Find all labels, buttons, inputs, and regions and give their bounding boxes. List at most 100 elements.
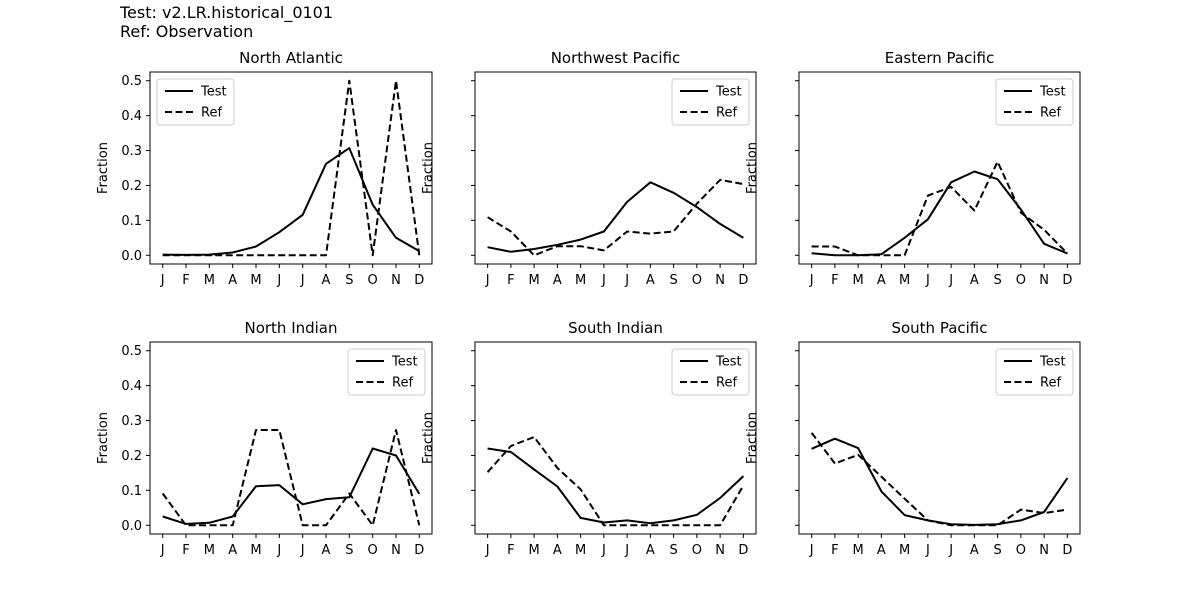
x-tick-label: J — [948, 543, 953, 558]
x-tick-label: A — [322, 273, 331, 288]
x-tick-label: O — [1016, 543, 1026, 558]
plot-frame — [798, 341, 1081, 535]
header-test-label: Test: v2.LR.historical_0101 — [120, 3, 334, 22]
legend: Test Ref — [347, 348, 426, 396]
legend: Test Ref — [671, 348, 750, 396]
x-tick-label: J — [624, 543, 629, 558]
legend-label-test: Test — [1039, 85, 1066, 100]
x-tick-label: D — [738, 273, 748, 288]
x-tick-label: J — [601, 273, 606, 288]
legend-label-test: Test — [715, 355, 742, 370]
x-tick-label: N — [391, 543, 401, 558]
y-tick-label: 0.3 — [121, 144, 142, 159]
x-tick-label: D — [738, 543, 748, 558]
legend: Test Ref — [995, 348, 1074, 396]
x-tick-label: A — [553, 543, 562, 558]
x-tick-label: J — [160, 273, 165, 288]
y-axis-label: Fraction — [96, 412, 111, 464]
x-tick-label: S — [669, 273, 677, 288]
y-tick-label: 0.0 — [121, 249, 142, 264]
x-tick-label: J — [624, 273, 629, 288]
x-tick-label: D — [1062, 543, 1072, 558]
x-tick-label: S — [345, 543, 353, 558]
series-line-ref — [810, 432, 1068, 527]
x-tick-label: J — [948, 273, 953, 288]
x-tick-label: M — [529, 273, 540, 288]
x-tick-label: J — [300, 543, 305, 558]
x-tick-label: N — [391, 273, 401, 288]
x-tick-label: M — [575, 543, 586, 558]
y-tick-label: 0.5 — [121, 74, 142, 89]
legend: Test Ref — [156, 78, 235, 126]
x-tick-label: M — [899, 543, 910, 558]
x-tick-label: A — [970, 273, 979, 288]
x-tick-label: F — [507, 543, 514, 558]
y-tick-label: 0.1 — [121, 214, 142, 229]
x-tick-label: N — [1039, 273, 1049, 288]
series-line-test — [487, 181, 744, 253]
x-tick-label: O — [1016, 273, 1026, 288]
y-tick-label: 0.0 — [121, 519, 142, 534]
plot-frame — [474, 71, 757, 265]
legend-label-ref: Ref — [201, 106, 222, 121]
x-tick-label: F — [831, 543, 838, 558]
x-tick-label: O — [368, 543, 378, 558]
panel-title: Eastern Pacific — [885, 49, 994, 67]
y-axis-label: Fraction — [745, 412, 760, 464]
y-tick-label: 0.1 — [121, 484, 142, 499]
x-tick-label: S — [669, 543, 677, 558]
series-line-test — [162, 447, 421, 525]
x-tick-label: F — [831, 273, 838, 288]
y-tick-label: 0.4 — [121, 109, 142, 124]
x-tick-label: A — [322, 543, 331, 558]
x-tick-label: A — [877, 273, 886, 288]
series-line-ref — [487, 178, 744, 257]
x-tick-label: D — [414, 273, 424, 288]
x-tick-label: M — [529, 543, 540, 558]
plot-frame — [474, 341, 757, 535]
x-tick-label: J — [925, 273, 930, 288]
x-tick-label: J — [925, 543, 930, 558]
x-tick-label: M — [204, 543, 215, 558]
legend-label-ref: Ref — [1040, 106, 1061, 121]
x-tick-label: N — [1039, 543, 1049, 558]
x-tick-label: J — [276, 273, 281, 288]
panel-title: North Atlantic — [239, 49, 343, 67]
legend-label-test: Test — [200, 85, 227, 100]
x-tick-label: M — [250, 543, 261, 558]
x-tick-label: M — [575, 273, 586, 288]
x-tick-label: J — [276, 543, 281, 558]
x-tick-label: A — [228, 273, 237, 288]
legend-label-ref: Ref — [392, 376, 413, 391]
legend-label-ref: Ref — [1040, 376, 1061, 391]
x-tick-label: A — [553, 273, 562, 288]
x-tick-label: N — [715, 273, 725, 288]
legend-label-test: Test — [715, 85, 742, 100]
x-tick-label: F — [182, 543, 189, 558]
series-line-test — [487, 447, 745, 525]
x-tick-label: J — [485, 543, 490, 558]
y-tick-label: 0.4 — [121, 379, 142, 394]
plot-frame — [798, 71, 1081, 265]
x-tick-label: O — [368, 273, 378, 288]
series-line-ref — [486, 436, 745, 527]
legend-label-test: Test — [1039, 355, 1066, 370]
x-tick-label: M — [250, 273, 261, 288]
x-tick-label: J — [485, 273, 490, 288]
y-axis-label: Fraction — [96, 142, 111, 194]
series-line-ref — [811, 160, 1069, 257]
x-tick-label: A — [970, 543, 979, 558]
panel-title: South Pacific — [891, 319, 987, 337]
y-tick-label: 0.2 — [121, 179, 142, 194]
x-tick-label: O — [692, 273, 702, 288]
x-tick-label: O — [692, 543, 702, 558]
x-tick-label: S — [993, 273, 1001, 288]
x-tick-label: J — [601, 543, 606, 558]
legend: Test Ref — [995, 78, 1074, 126]
plot-frame — [149, 71, 433, 265]
legend-label-test: Test — [391, 355, 418, 370]
